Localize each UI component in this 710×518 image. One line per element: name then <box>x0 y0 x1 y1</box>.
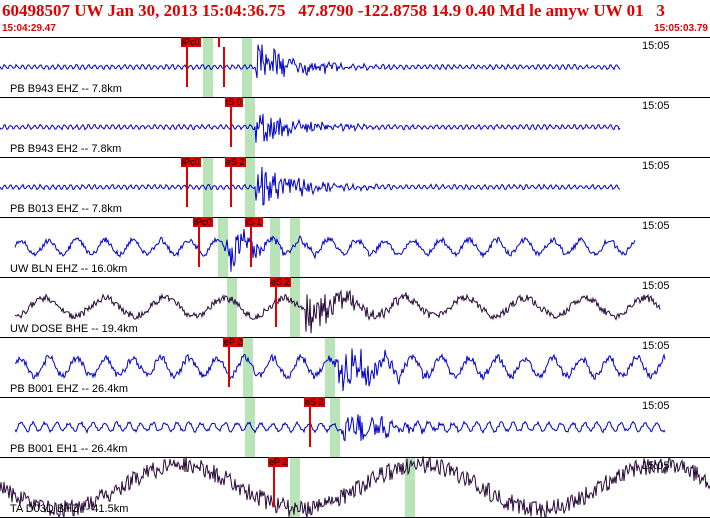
pick-window <box>325 337 335 397</box>
trace-separator <box>0 97 710 98</box>
trace-time-tick: 15:05 <box>642 40 670 52</box>
phase-pick-flag[interactable]: eP 2 <box>223 337 244 347</box>
pick-window <box>243 337 253 397</box>
pick-window <box>227 277 237 337</box>
trace-time-tick: 15:05 <box>642 460 670 472</box>
trace-separator <box>0 277 710 278</box>
trace-time-tick: 15:05 <box>642 400 670 412</box>
phase-pick-flag[interactable]: eS 2 <box>270 277 291 287</box>
window-end-time: 15:05:03.79 <box>654 23 708 34</box>
trace-station-label: UW DOSE BHE -- 19.4km <box>10 323 138 335</box>
waveform-trace[interactable] <box>14 414 666 442</box>
trace-station-label: PB B001 EHZ -- 26.4km <box>10 383 128 395</box>
trace-station-label: PB B001 EH1 -- 26.4km <box>10 443 128 455</box>
pick-window <box>245 97 255 157</box>
pick-window <box>245 157 255 217</box>
waveform-trace[interactable] <box>0 456 710 518</box>
pick-window <box>218 217 228 277</box>
pick-window <box>203 157 213 217</box>
trace-separator <box>0 337 710 338</box>
trace-station-label: UW BLN EHZ -- 16.0km <box>10 263 128 275</box>
waveform-trace[interactable] <box>14 348 666 391</box>
trace-station-label: TA D03D BHZ -- 41.5km <box>10 503 129 515</box>
pick-window <box>405 457 415 517</box>
pick-window <box>330 397 340 457</box>
pick-window <box>290 457 300 517</box>
trace-station-label: PB B943 EH2 -- 7.8km <box>10 143 122 155</box>
waveform-trace[interactable] <box>14 289 661 334</box>
phase-pick-flag[interactable]: iPc0 <box>193 217 213 227</box>
waveform-trace[interactable] <box>14 229 636 272</box>
phase-pick-flag[interactable] <box>218 37 220 47</box>
trace-time-tick: 15:05 <box>642 220 670 232</box>
trace-separator <box>0 457 710 458</box>
trace-separator <box>0 157 710 158</box>
event-header: 60498507 UW Jan 30, 2013 15:04:36.75 47.… <box>0 0 710 37</box>
waveform-trace[interactable] <box>0 113 621 143</box>
phase-pick-flag[interactable]: eS 2 <box>304 397 325 407</box>
trace-station-label: PB B013 EHZ -- 7.8km <box>10 203 122 215</box>
pick-window <box>203 37 213 97</box>
window-start-time: 15:04:29.47 <box>2 23 56 34</box>
trace-separator <box>0 37 710 38</box>
pick-window <box>245 397 255 457</box>
trace-station-label: PB B943 EHZ -- 7.8km <box>10 83 122 95</box>
trace-time-tick: 15:05 <box>642 280 670 292</box>
phase-pick-flag[interactable]: eP 2 <box>268 457 289 467</box>
pick-window <box>242 37 252 97</box>
phase-pick-flag[interactable]: iPc0 <box>181 157 201 167</box>
trace-time-tick: 15:05 <box>642 100 670 112</box>
trace-time-tick: 15:05 <box>642 340 670 352</box>
waveform-trace[interactable] <box>0 166 621 206</box>
phase-pick-flag[interactable]: iPc0 <box>181 37 201 47</box>
event-title: 60498507 UW Jan 30, 2013 15:04:36.75 47.… <box>2 1 665 20</box>
trace-time-tick: 15:05 <box>642 160 670 172</box>
waveform-trace[interactable] <box>0 44 621 79</box>
phase-pick-flag[interactable]: iS 1 <box>245 217 263 227</box>
pick-window <box>270 217 280 277</box>
trace-separator <box>0 397 710 398</box>
phase-pick-flag[interactable]: eS 2 <box>225 157 246 167</box>
phase-pick-flag[interactable]: iS 0 <box>225 97 243 107</box>
trace-separator <box>0 217 710 218</box>
